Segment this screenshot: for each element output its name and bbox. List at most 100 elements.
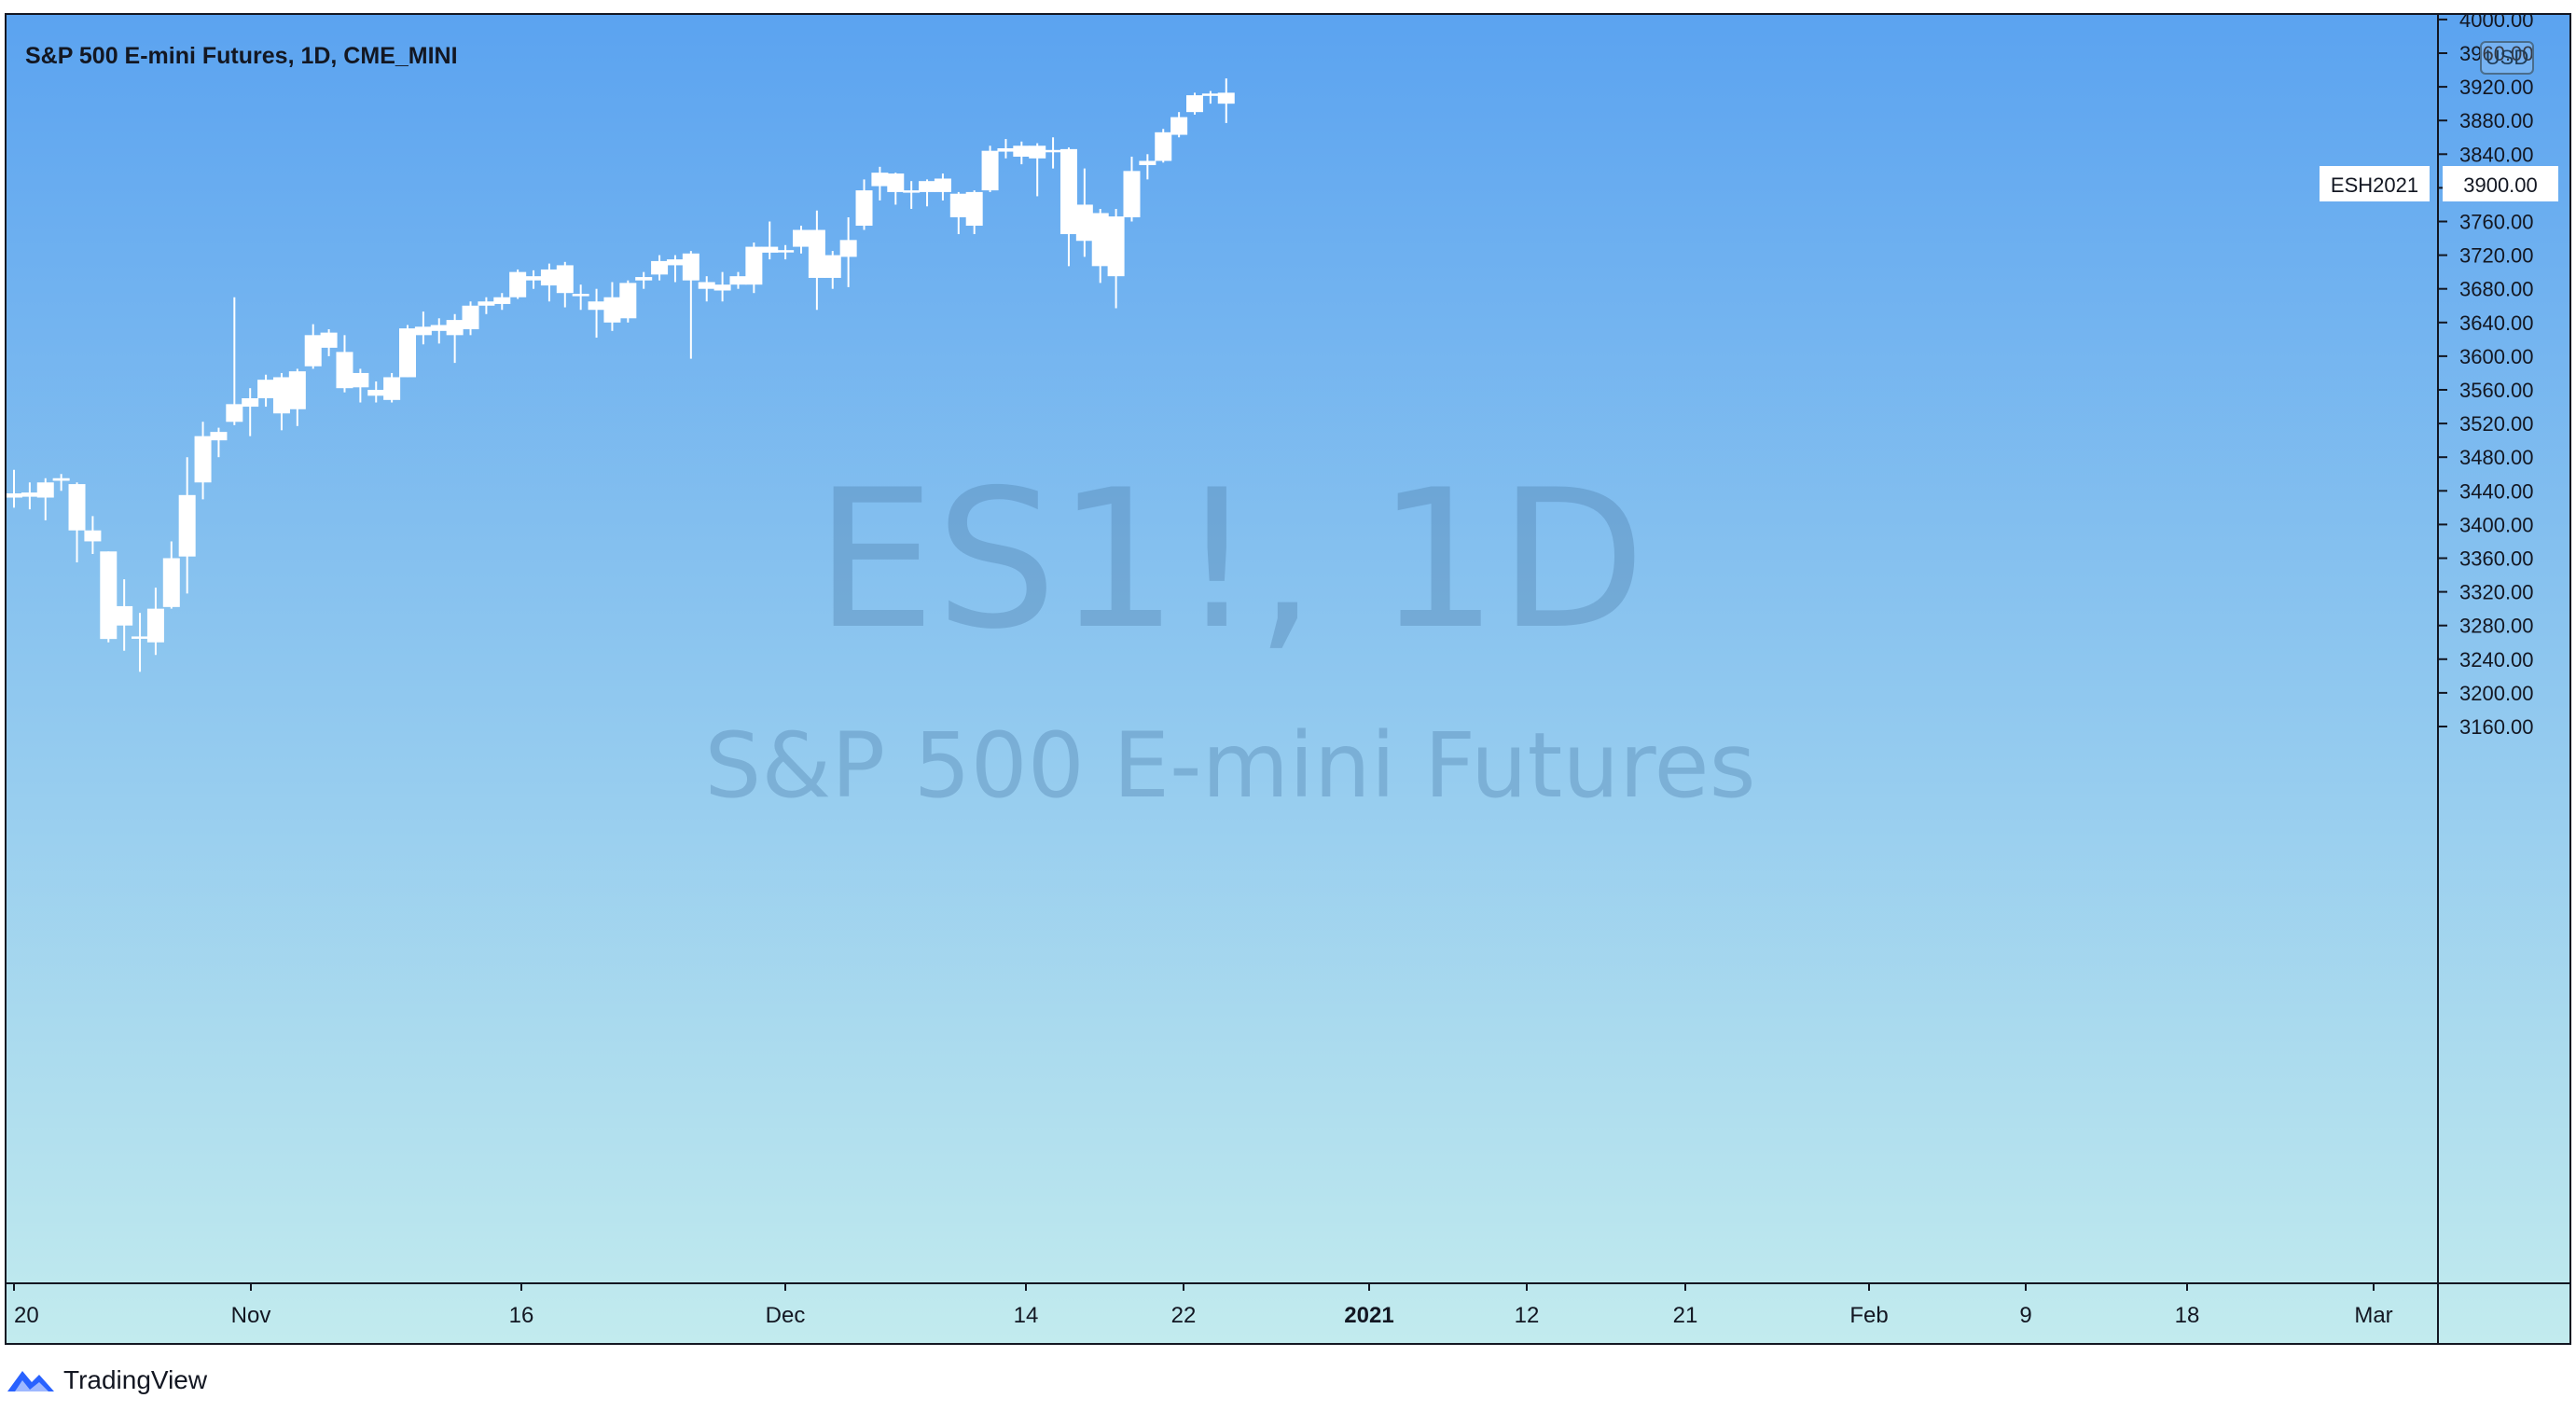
chart-frame[interactable]: ES1!, 1D S&P 500 E-mini Futures 3160.00 3… bbox=[5, 13, 2571, 1345]
price-tag-symbol-box bbox=[2320, 166, 2430, 201]
candle bbox=[210, 427, 228, 458]
price-tick-label: 3360.00 bbox=[2459, 547, 2534, 571]
price-tag-symbol: ESH2021 bbox=[2331, 173, 2418, 197]
candle bbox=[824, 251, 841, 289]
candle bbox=[1155, 129, 1172, 163]
candle bbox=[1123, 157, 1141, 222]
price-tick-label: 4000.00 bbox=[2459, 15, 2534, 32]
price-tick-label: 3960.00 bbox=[2459, 42, 2534, 65]
candle bbox=[1091, 208, 1109, 284]
candle-body bbox=[304, 335, 322, 367]
footer[interactable]: TradingView bbox=[6, 1362, 207, 1399]
candle bbox=[1170, 112, 1188, 138]
candle bbox=[713, 271, 731, 302]
candle-body bbox=[210, 432, 228, 441]
candle-body bbox=[446, 320, 464, 336]
candle-body bbox=[1186, 95, 1203, 113]
price-tick-label: 3920.00 bbox=[2459, 76, 2534, 99]
candle bbox=[871, 166, 889, 201]
candle bbox=[414, 311, 432, 345]
candle-body bbox=[320, 332, 338, 348]
candle bbox=[729, 271, 747, 289]
brand-label: TradingView bbox=[63, 1365, 208, 1394]
time-axis[interactable]: 20 Nov 16 Dec 14 22 2021 12 21 Feb 9 18 Mar bbox=[13, 1283, 2393, 1328]
candle-body bbox=[272, 377, 290, 414]
candle-body bbox=[965, 191, 983, 227]
price-tick-label: 3600.00 bbox=[2459, 345, 2534, 368]
candle bbox=[698, 276, 715, 302]
candle bbox=[52, 474, 70, 491]
candle-body bbox=[556, 265, 574, 294]
price-tick-label: 3280.00 bbox=[2459, 615, 2534, 638]
candle-body bbox=[808, 229, 825, 278]
time-tick-label: 21 bbox=[1673, 1303, 1698, 1328]
candle bbox=[682, 251, 699, 359]
price-axis[interactable]: 3160.00 3200.00 3240.00 3280.00 3320.00 3360.… bbox=[2438, 15, 2534, 739]
candle-body bbox=[36, 482, 54, 498]
time-tick-label: 18 bbox=[2175, 1303, 2200, 1328]
candle-body bbox=[1059, 148, 1077, 235]
candle bbox=[745, 242, 763, 294]
candle-body bbox=[242, 398, 259, 408]
candle-body bbox=[981, 150, 999, 191]
candle bbox=[651, 255, 669, 281]
candle bbox=[462, 301, 479, 336]
candle-body bbox=[462, 305, 479, 330]
candle-body bbox=[777, 250, 795, 253]
candle bbox=[84, 516, 102, 554]
candle bbox=[178, 457, 196, 594]
candle-body bbox=[934, 178, 951, 192]
candle-body bbox=[1139, 160, 1156, 166]
candle-body bbox=[178, 494, 196, 557]
chart-canvas[interactable]: ES1!, 1D S&P 500 E-mini Futures 3160.003… bbox=[7, 15, 2569, 1343]
candle bbox=[162, 541, 180, 609]
candle bbox=[1139, 154, 1156, 180]
candle-body bbox=[7, 493, 22, 498]
price-tick-label: 3880.00 bbox=[2459, 109, 2534, 132]
candle-body bbox=[588, 301, 605, 311]
candle bbox=[383, 372, 401, 403]
candle bbox=[1045, 137, 1062, 169]
candle bbox=[100, 551, 118, 643]
candle-body bbox=[162, 558, 180, 607]
candle bbox=[603, 282, 621, 331]
candle bbox=[1059, 147, 1077, 267]
candle bbox=[949, 191, 967, 235]
candle bbox=[242, 388, 259, 436]
currency-badge[interactable]: USD bbox=[2480, 41, 2534, 75]
price-tick-label: 3680.00 bbox=[2459, 278, 2534, 301]
time-tick-label: Mar bbox=[2354, 1303, 2392, 1328]
candle bbox=[588, 288, 605, 339]
candle-body bbox=[603, 297, 621, 323]
candle bbox=[68, 482, 86, 563]
candle-body bbox=[1045, 149, 1062, 153]
candle bbox=[793, 226, 810, 254]
price-tick-label: 3720.00 bbox=[2459, 244, 2534, 268]
candle-body bbox=[1170, 117, 1188, 135]
candle bbox=[808, 210, 825, 311]
candle-body bbox=[288, 371, 306, 409]
chart-background bbox=[7, 15, 2569, 1343]
candle bbox=[493, 293, 511, 311]
price-tick-label: 3440.00 bbox=[2459, 479, 2534, 503]
price-tick-label: 3760.00 bbox=[2459, 211, 2534, 234]
time-tick-label: Nov bbox=[231, 1303, 271, 1328]
candle-body bbox=[1155, 132, 1172, 161]
candle bbox=[525, 270, 543, 289]
candle-body bbox=[635, 277, 653, 281]
candle bbox=[352, 368, 369, 403]
candle-body bbox=[257, 380, 275, 399]
candle-body bbox=[839, 240, 857, 257]
candle bbox=[1186, 92, 1203, 115]
candle bbox=[1075, 168, 1093, 257]
time-tick-label: 20 bbox=[14, 1303, 39, 1328]
candle-body bbox=[352, 372, 369, 388]
candle-body bbox=[949, 193, 967, 217]
price-tick-label: 3520.00 bbox=[2459, 412, 2534, 436]
candle bbox=[556, 261, 574, 308]
candle bbox=[903, 181, 921, 209]
candle-body bbox=[666, 259, 684, 266]
candle-body bbox=[68, 484, 86, 531]
candle bbox=[887, 173, 905, 205]
candle-body bbox=[52, 478, 70, 481]
